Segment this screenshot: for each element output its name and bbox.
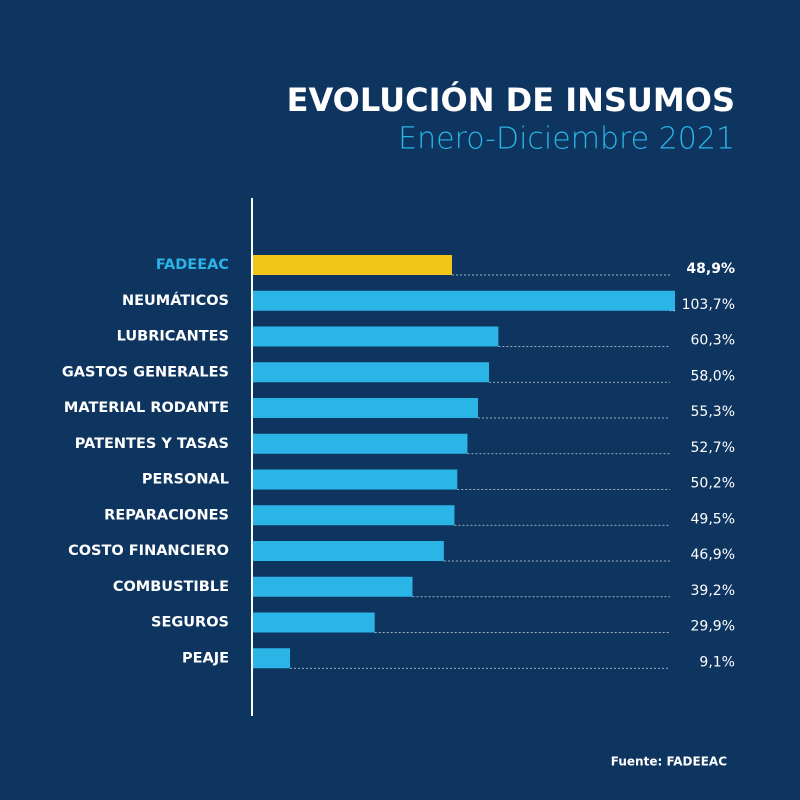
category-label: GASTOS GENERALES (62, 364, 229, 380)
value-label: 29,9% (691, 619, 735, 635)
bar (253, 362, 490, 383)
bar (253, 576, 413, 597)
value-label: 48,9% (686, 261, 735, 277)
category-label: NEUMÁTICOS (122, 292, 229, 309)
value-label: 50,2% (691, 476, 735, 492)
category-label: PATENTES Y TASAS (75, 436, 229, 452)
value-label: 39,2% (691, 583, 735, 599)
chart-subtitle: Enero-Diciembre 2021 (398, 122, 735, 157)
bar (253, 433, 468, 454)
category-label: PEAJE (182, 650, 229, 666)
category-label: PERSONAL (142, 472, 229, 488)
category-label: MATERIAL RODANTE (64, 400, 229, 416)
value-label: 60,3% (691, 333, 735, 349)
value-label: 9,1% (699, 654, 735, 670)
bar (253, 398, 479, 418)
value-label: 49,5% (691, 511, 735, 527)
bar (253, 612, 375, 633)
value-label: 55,3% (691, 404, 735, 420)
value-label: 103,7% (682, 297, 735, 313)
value-label: 52,7% (691, 440, 735, 456)
category-label: COSTO FINANCIERO (68, 543, 229, 559)
bar (253, 648, 291, 669)
category-label: COMBUSTIBLE (113, 579, 229, 595)
category-label: REPARACIONES (104, 507, 229, 523)
value-label: 58,0% (691, 368, 735, 384)
category-label: LUBRICANTES (117, 329, 229, 345)
value-label: 46,9% (691, 547, 735, 563)
chart-title: EVOLUCIÓN DE INSUMOS (287, 80, 735, 119)
category-label: FADEEAC (156, 257, 229, 273)
source: Fuente: FADEEAC (611, 755, 727, 769)
bar (253, 541, 444, 561)
bar (253, 326, 499, 347)
category-label: SEGUROS (151, 615, 229, 631)
bar (253, 469, 458, 490)
bar (253, 255, 452, 275)
bar (253, 290, 675, 311)
bar (253, 505, 455, 526)
